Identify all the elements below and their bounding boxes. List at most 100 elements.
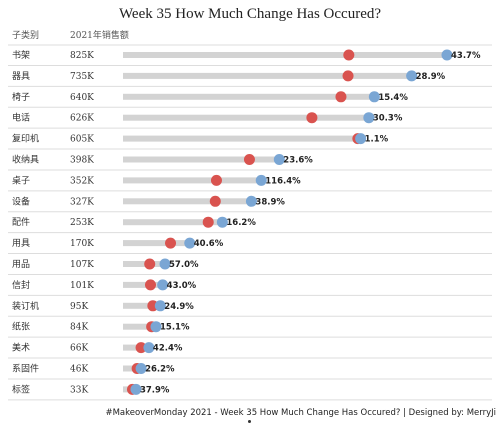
dot-2021 — [355, 133, 367, 145]
category-label: 配件 — [12, 216, 30, 228]
sales-bar — [123, 156, 280, 163]
category-label: 器具 — [12, 71, 30, 82]
sales-value-label: 66K — [70, 344, 88, 354]
dot-2020 — [306, 112, 318, 124]
growth-label: 15.4% — [378, 93, 408, 103]
dot-2020 — [342, 70, 354, 82]
sales-value-label: 253K — [70, 218, 94, 228]
sales-value-label: 352K — [70, 176, 94, 186]
dot-2021 — [441, 49, 453, 61]
category-label: 装订机 — [12, 300, 39, 312]
sales-value-label: 626K — [70, 114, 94, 124]
dot-2021 — [406, 70, 418, 82]
growth-label: 43.0% — [167, 281, 197, 291]
growth-label: 26.2% — [145, 365, 175, 375]
growth-label: 23.6% — [283, 156, 313, 166]
sales-bar — [123, 135, 361, 142]
dot-2020 — [165, 237, 177, 249]
dot-2021 — [363, 112, 375, 124]
dot-2020 — [343, 49, 355, 61]
growth-label: 37.9% — [140, 385, 170, 395]
growth-label: 40.6% — [194, 239, 224, 249]
growth-label: 57.0% — [169, 260, 199, 270]
category-label: 用品 — [12, 259, 30, 270]
category-label: 桌子 — [12, 174, 30, 186]
dot-2020 — [209, 195, 221, 207]
sales-value-label: 95K — [70, 302, 88, 312]
category-label: 电话 — [12, 112, 30, 124]
dot-2021 — [245, 195, 257, 207]
category-label: 复印机 — [12, 133, 39, 145]
growth-label: 1.1% — [365, 135, 389, 145]
dot-2020 — [144, 279, 156, 291]
sales-value-label: 107K — [70, 260, 94, 270]
sales-value-label: 825K — [70, 51, 94, 61]
dot-2020 — [144, 258, 156, 270]
dot-2021 — [130, 383, 142, 395]
growth-label: 43.7% — [451, 51, 481, 61]
category-label: 设备 — [12, 195, 30, 207]
growth-label: 116.4% — [265, 176, 301, 186]
sales-bar — [123, 52, 447, 58]
growth-label: 42.4% — [153, 344, 183, 354]
growth-label: 38.9% — [255, 197, 285, 207]
sales-value-label: 735K — [70, 72, 94, 82]
dot-2020 — [335, 91, 347, 103]
category-label: 信封 — [12, 279, 30, 291]
sales-bar — [123, 219, 223, 226]
dot-2021 — [159, 258, 171, 270]
chart-title: Week 35 How Much Change Has Occured? — [118, 6, 382, 22]
sales-value-label: 101K — [70, 281, 94, 291]
sales-bar — [123, 323, 156, 330]
sales-bar — [123, 198, 252, 205]
dot-2020 — [202, 216, 214, 228]
dot-2021 — [216, 216, 228, 228]
sales-bar — [123, 114, 369, 121]
sales-value-label: 46K — [70, 365, 88, 375]
growth-label: 15.1% — [160, 323, 190, 333]
dot-2021 — [368, 91, 380, 103]
sales-bar — [123, 93, 375, 100]
growth-label: 16.2% — [226, 218, 256, 228]
growth-label: 30.3% — [373, 114, 403, 124]
sales-value-label: 640K — [70, 93, 94, 103]
footer-credit: #MakeoverMonday 2021 - Week 35 How Much … — [105, 408, 496, 418]
category-label: 系固件 — [12, 363, 39, 375]
footer-dot — [248, 420, 251, 423]
dot-2020 — [135, 342, 147, 354]
sales-value-label: 84K — [70, 323, 88, 333]
category-label: 书架 — [12, 50, 30, 61]
growth-label: 28.9% — [416, 72, 446, 82]
dot-2021 — [150, 321, 162, 333]
sales-bar — [123, 281, 163, 288]
dot-2021 — [273, 154, 285, 165]
category-label: 标签 — [12, 383, 30, 395]
dot-2020 — [210, 174, 222, 186]
column-header-category: 子类别 — [12, 29, 39, 41]
dot-2021 — [157, 279, 169, 291]
category-label: 纸张 — [12, 321, 30, 333]
dot-2020 — [243, 154, 255, 165]
sales-bar — [123, 261, 166, 267]
category-label: 椅子 — [12, 91, 30, 103]
column-header-sales: 2021年销售额 — [70, 29, 129, 41]
sales-value-label: 33K — [70, 385, 88, 395]
sales-value-label: 327K — [70, 197, 94, 207]
dot-2021 — [184, 237, 196, 249]
growth-label: 24.9% — [164, 302, 194, 312]
sales-bar — [123, 177, 262, 184]
dot-2021 — [143, 342, 155, 354]
sales-bar — [123, 302, 161, 309]
dot-2021 — [135, 363, 147, 374]
sales-value-label: 170K — [70, 239, 94, 249]
dot-2021 — [154, 300, 166, 312]
dot-2021 — [255, 174, 267, 186]
sales-bar — [123, 240, 190, 247]
sales-bar — [123, 72, 412, 79]
category-label: 收纳具 — [12, 154, 39, 166]
category-label: 美术 — [12, 342, 30, 354]
sales-value-label: 605K — [70, 135, 94, 145]
category-label: 用具 — [12, 238, 30, 249]
sales-value-label: 398K — [70, 156, 94, 166]
